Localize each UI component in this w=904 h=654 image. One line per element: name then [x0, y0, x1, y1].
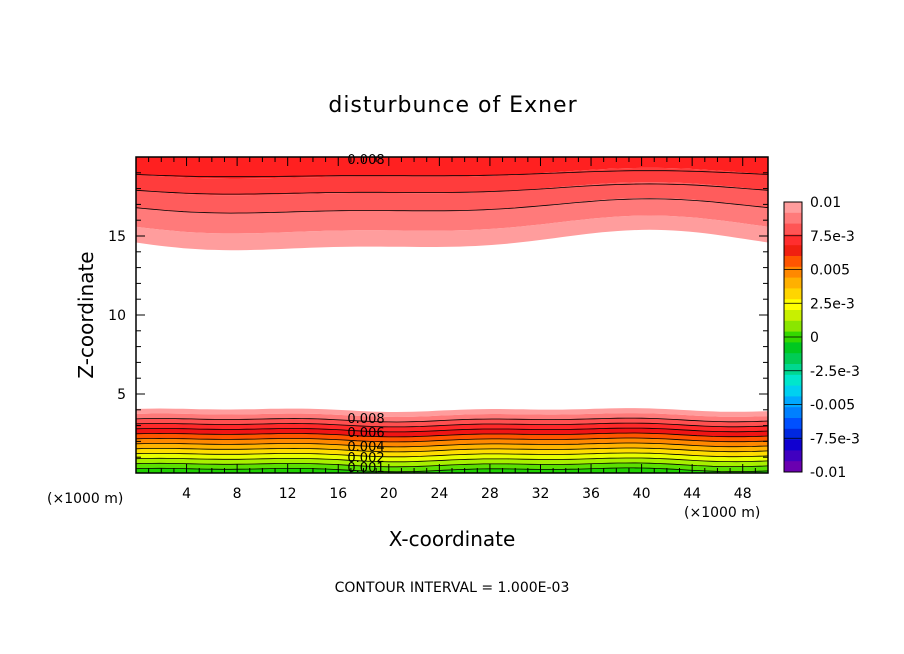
contour-label: 0.006	[347, 426, 384, 441]
colorbar-swatch	[784, 353, 802, 365]
colorbar-swatch	[784, 256, 802, 268]
colorbar-swatch	[784, 450, 802, 462]
contour-line	[136, 422, 768, 428]
x-tick-label: 28	[481, 486, 499, 502]
lower-band	[136, 458, 768, 467]
lower-band	[136, 418, 768, 427]
lower-band	[136, 428, 768, 437]
x-tick-label: 40	[633, 486, 651, 502]
colorbar-swatch	[784, 320, 802, 333]
contour-interval-note: CONTOUR INTERVAL = 1.000E-03	[335, 580, 570, 596]
plot-title: disturbunce of Exner	[328, 93, 577, 118]
upper-band	[136, 167, 768, 196]
colorbar-swatch	[784, 234, 802, 246]
x-tick-label: 48	[734, 486, 752, 502]
colorbar-swatch	[784, 461, 802, 473]
colorbar-label: -0.005	[810, 398, 855, 414]
x-tick-label: 4	[182, 486, 191, 502]
y-axis: 5 10 15	[108, 172, 768, 458]
colorbar-swatch	[784, 288, 802, 300]
x-tick-label: 32	[532, 486, 550, 502]
contour-line	[136, 452, 768, 458]
colorbar-swatch	[784, 418, 802, 430]
x-tick-label: 20	[380, 486, 398, 502]
contour-line	[136, 457, 768, 463]
colorbar-label: 7.5e-3	[810, 229, 855, 245]
colorbar-label: 0.005	[810, 263, 850, 279]
contour-label: 0.002	[347, 451, 384, 466]
x-tick-label: 12	[279, 486, 297, 502]
upper-band	[136, 215, 768, 251]
x-unit-label-left: (×1000 m)	[47, 491, 123, 507]
contour-line-layer	[136, 170, 768, 473]
colorbar-swatch	[784, 245, 802, 257]
x-tick-label: 8	[233, 486, 242, 502]
y-tick-label: 10	[108, 308, 126, 324]
colorbar-swatch	[784, 428, 802, 441]
lower-band	[136, 443, 768, 452]
contour-line	[136, 447, 768, 453]
contour-line	[136, 417, 768, 423]
contour-label: 0.008	[347, 412, 384, 427]
colorbar-swatch	[784, 266, 802, 279]
colorbar-swatch	[784, 212, 802, 225]
lower-band	[136, 423, 768, 432]
colorbar-label: -2.5e-3	[810, 364, 860, 380]
colorbar-swatch	[784, 342, 802, 354]
lower-band	[136, 413, 768, 422]
contour-label: 0.008	[347, 153, 384, 168]
colorbar-label: -7.5e-3	[810, 431, 860, 447]
colorbar-swatch	[784, 374, 802, 387]
contour-line	[136, 432, 768, 438]
lower-band	[136, 438, 768, 447]
colorbar-swatch	[784, 277, 802, 289]
contour-label: 0.004	[347, 440, 384, 455]
colorbar-swatch	[784, 310, 802, 322]
contour-line	[136, 462, 768, 468]
colorbar-label: -0.01	[810, 465, 846, 481]
x-tick-label: 44	[683, 486, 701, 502]
contour-line	[136, 427, 768, 433]
colorbar: 0.01 7.5e-3 0.005 2.5e-3 0 -2.5e-3 -0.005 -7.5e…	[783, 195, 860, 481]
x-tick-label: 16	[329, 486, 347, 502]
contour-line	[136, 170, 768, 178]
colorbar-label: 2.5e-3	[810, 296, 855, 312]
colorbar-swatch	[784, 364, 802, 376]
upper-band	[136, 157, 768, 179]
colorbar-swatch	[784, 385, 802, 397]
x-tick-label: 36	[582, 486, 600, 502]
lower-band	[136, 448, 768, 457]
x-axis-title: X-coordinate	[389, 527, 516, 551]
lower-band	[136, 433, 768, 442]
upper-band	[136, 198, 768, 234]
lower-band	[136, 408, 768, 417]
lower-band	[136, 453, 768, 462]
colorbar-swatch	[784, 223, 802, 235]
colorbar-swatch	[784, 202, 802, 214]
y-axis-title: Z-coordinate	[74, 251, 98, 378]
colorbar-swatch	[784, 407, 802, 419]
contour-line	[136, 442, 768, 448]
y-tick-label: 15	[108, 229, 126, 245]
x-tick-label: 24	[430, 486, 448, 502]
colorbar-swatch	[784, 299, 802, 311]
y-tick-label: 5	[117, 387, 126, 403]
colorbar-swatch	[784, 439, 802, 451]
colorbar-swatch	[784, 396, 802, 408]
colorbar-label: 0	[810, 330, 819, 346]
x-axis: 4 8 12 16 20 24 28 32 36 40 44 48	[148, 157, 756, 502]
contour-line	[136, 437, 768, 443]
contour-line	[136, 183, 768, 195]
contour-line	[136, 198, 768, 214]
upper-band	[136, 182, 768, 214]
lower-band	[136, 462, 768, 472]
colorbar-label: 0.01	[810, 195, 841, 211]
x-unit-label-right: (×1000 m)	[684, 505, 760, 521]
